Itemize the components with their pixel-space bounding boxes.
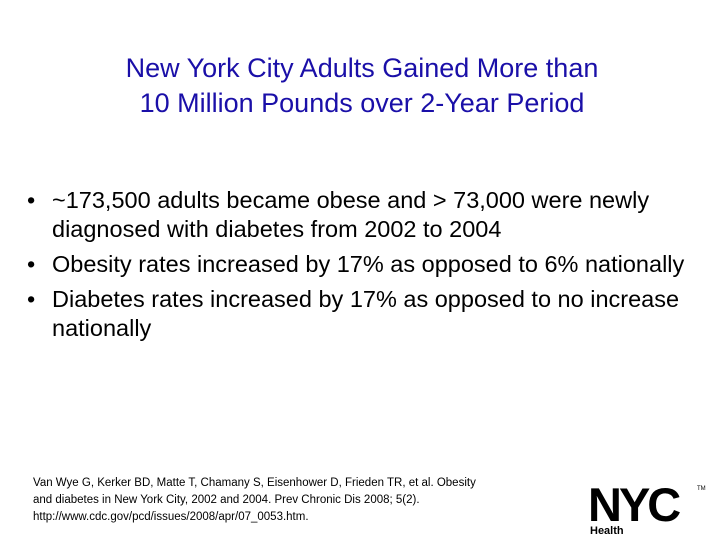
logo-wordmark: NYC (588, 478, 681, 531)
bullet-item: • Obesity rates increased by 17% as oppo… (27, 250, 697, 279)
logo-subtitle: Health (590, 525, 624, 537)
logo-trademark: TM (697, 486, 706, 492)
bullet-marker: • (27, 286, 36, 312)
slide-title: New York City Adults Gained More than 10… (40, 51, 684, 121)
title-line-2: 10 Million Pounds over 2-Year Period (139, 88, 585, 118)
citation-line-1: Van Wye G, Kerker BD, Matte T, Chamany S… (33, 477, 476, 489)
bullet-marker: • (27, 251, 36, 277)
bullet-text: Diabetes rates increased by 17% as oppos… (52, 286, 680, 341)
citation-line-3: http://www.cdc.gov/pcd/issues/2008/apr/0… (33, 511, 309, 523)
citation: Van Wye G, Kerker BD, Matte T, Chamany S… (33, 475, 588, 526)
nyc-health-logo: NYC TM Health (588, 478, 706, 538)
citation-line-2: and diabetes in New York City, 2002 and … (33, 494, 420, 506)
bullet-marker: • (27, 187, 36, 213)
bullet-text: Obesity rates increased by 17% as oppose… (52, 251, 685, 277)
bullet-text: ~173,500 adults became obese and > 73,00… (52, 187, 650, 242)
bullet-list: • ~173,500 adults became obese and > 73,… (27, 186, 697, 349)
bullet-item: • ~173,500 adults became obese and > 73,… (27, 186, 697, 244)
bullet-item: • Diabetes rates increased by 17% as opp… (27, 285, 697, 343)
title-line-1: New York City Adults Gained More than (125, 53, 599, 83)
